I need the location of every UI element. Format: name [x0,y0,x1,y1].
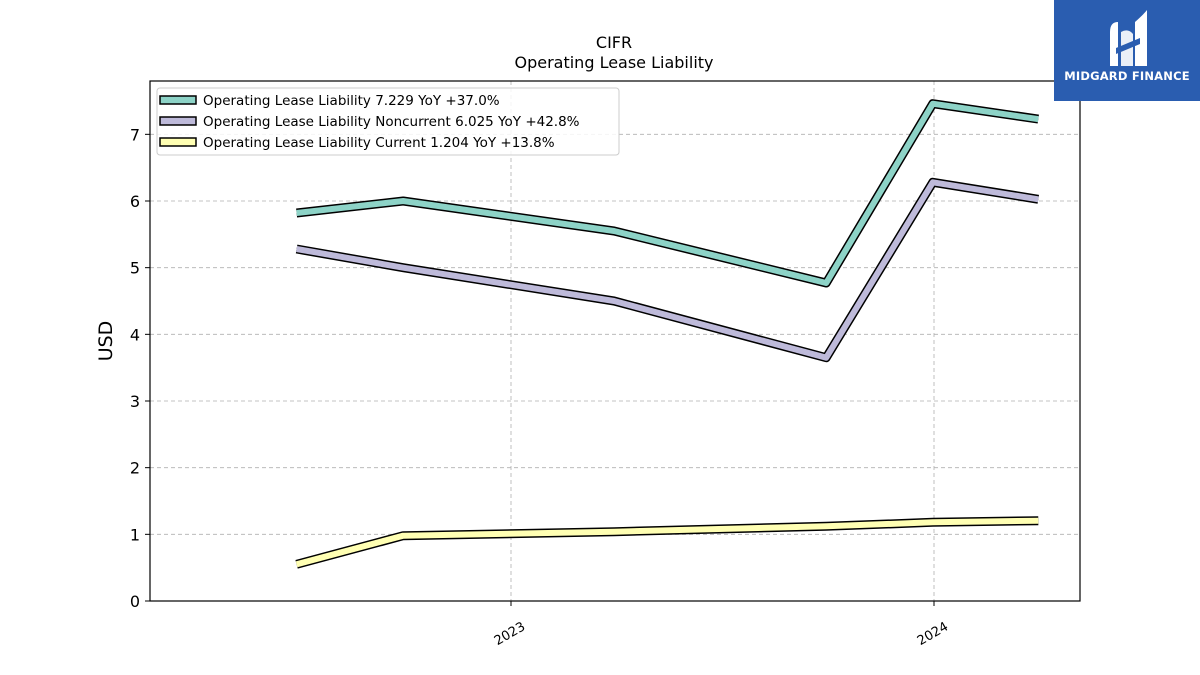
logo-mark-icon [1110,10,1147,66]
y-tick-label: 6 [130,192,140,211]
legend-swatch [159,137,197,147]
y-tick-label: 1 [130,525,140,544]
midgard-finance-logo: MIDGARD FINANCE [1054,0,1200,101]
chart-subtitle: Operating Lease Liability [514,53,713,72]
legend-swatch [159,95,197,105]
series-layer [295,99,1040,569]
y-tick-label: 4 [130,325,140,344]
legend-entry: Operating Lease Liability 7.229 YoY +37.… [203,93,500,109]
y-tick-label: 0 [130,592,140,611]
series-line [296,179,1039,361]
y-tick-label: 2 [130,459,140,478]
legend-box [156,87,620,156]
series-line [296,100,1039,286]
y-axis: 0 1 2 3 4 5 6 7 [130,125,150,611]
logo-text: MIDGARD FINANCE [1064,69,1190,83]
y-tick-label: 7 [130,125,140,144]
legend: Operating Lease Liability 7.229 YoY +37.… [156,87,620,156]
plot-area [149,80,1081,602]
x-tick-label: 2024 [915,619,951,649]
x-tick-label: 2023 [492,619,528,649]
y-tick-label: 5 [130,259,140,278]
chart-title: CIFR [596,33,632,52]
x-axis: 2023 2024 [492,601,951,649]
series-line [295,517,1039,568]
legend-entry: Operating Lease Liability Noncurrent 6.0… [203,114,580,130]
legend-entry: Operating Lease Liability Current 1.204 … [203,135,555,151]
y-tick-label: 3 [130,392,140,411]
legend-swatch [159,116,197,126]
series-line-outline [295,516,1039,569]
y-axis-label: USD [95,321,117,362]
